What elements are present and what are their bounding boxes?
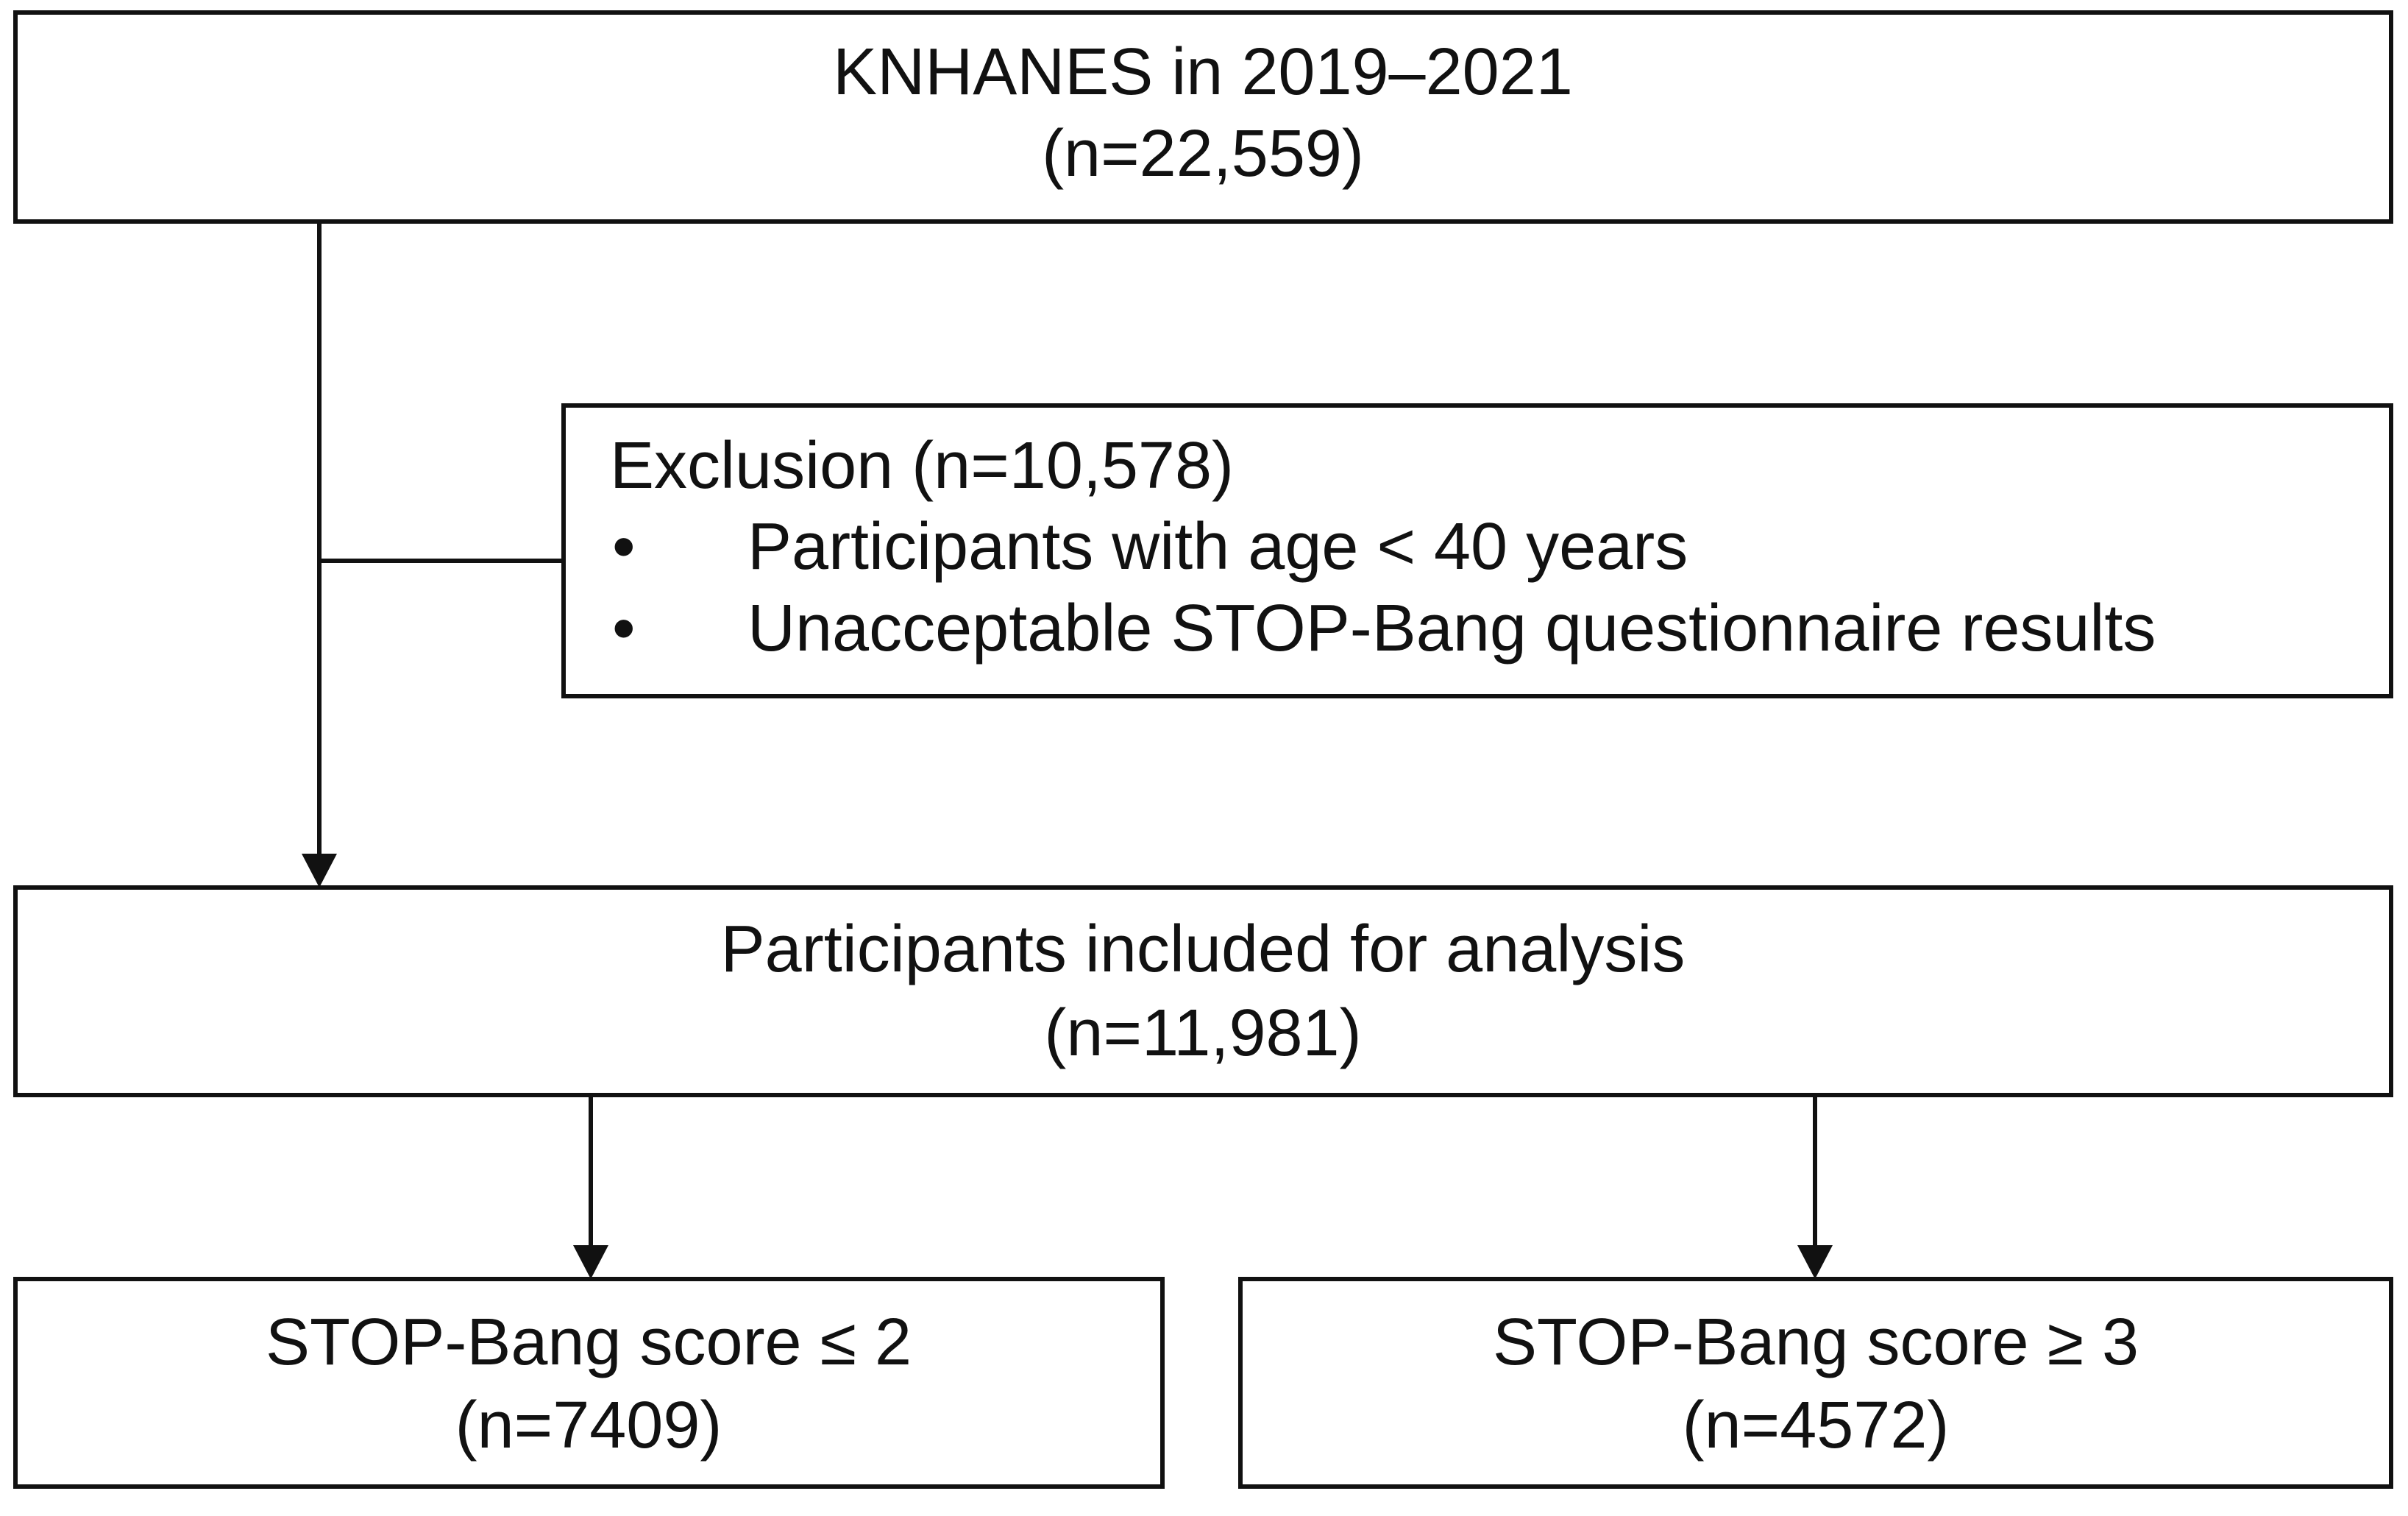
node-label: KNHANES in 2019–2021	[833, 35, 1573, 109]
exclusion-item: Unacceptable STOP-Bang questionnaire res…	[747, 592, 2156, 665]
node-label: (n=7409)	[455, 1389, 722, 1462]
box	[13, 1277, 1165, 1489]
arrowhead	[1797, 1245, 1833, 1279]
arrowhead	[573, 1245, 608, 1279]
node-label: (n=11,981)	[1044, 996, 1361, 1070]
node-label: (n=4572)	[1683, 1389, 1950, 1462]
node-label: (n=22,559)	[1042, 117, 1364, 191]
box	[13, 10, 2393, 224]
arrowhead	[302, 854, 337, 888]
node-label: STOP-Bang score ≥ 3	[1493, 1306, 2139, 1379]
bullet: •	[612, 592, 636, 665]
node-label: STOP-Bang score ≤ 2	[266, 1306, 912, 1379]
exclusion-title: Exclusion (n=10,578)	[610, 429, 1234, 503]
box	[13, 885, 2393, 1097]
bullet: •	[612, 510, 636, 584]
exclusion-item: Participants with age < 40 years	[747, 510, 1688, 584]
node-label: Participants included for analysis	[721, 913, 1686, 986]
box	[1238, 1277, 2393, 1489]
box	[561, 403, 2393, 698]
